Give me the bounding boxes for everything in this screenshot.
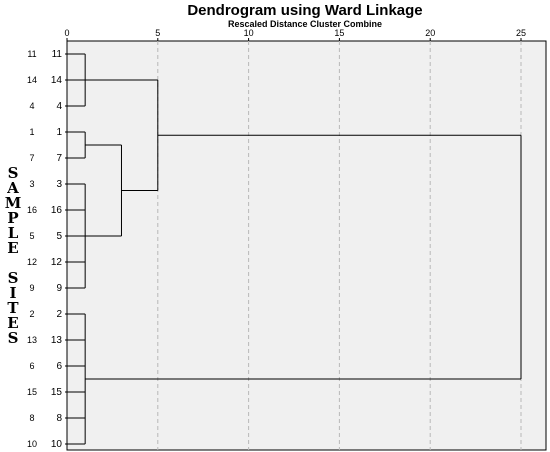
- x-tick-label: 25: [516, 28, 526, 38]
- y-axis-label-letter: M: [4, 194, 22, 212]
- x-tick-label: 15: [334, 28, 344, 38]
- x-tick-label: 20: [425, 28, 435, 38]
- leaf-label: 13: [51, 335, 63, 346]
- leaf-label: 8: [56, 413, 62, 424]
- leaf-label: 5: [56, 231, 62, 242]
- sample-site-label: 10: [27, 439, 37, 449]
- sample-site-label: 16: [27, 205, 37, 215]
- label-layer: 11 14 4 1 7 3 16 5 12 9 2 13 6 15 8 10 11 14 4 1 7 3 16 5 12 9 2 13…: [27, 49, 62, 450]
- y-axis-label-letter: S: [7, 329, 19, 347]
- leaf-label: 14: [51, 75, 63, 86]
- sample-site-label: 4: [29, 101, 34, 111]
- y-axis-label-letter: T: [7, 299, 19, 317]
- plot-area: [66, 40, 547, 451]
- leaf-label: 7: [56, 153, 62, 164]
- sample-site-label: 2: [29, 309, 34, 319]
- sample-site-label: 9: [29, 283, 34, 293]
- leaf-label: 15: [51, 387, 63, 398]
- leaf-label: 3: [56, 179, 62, 190]
- sample-site-label: 14: [27, 75, 37, 85]
- sample-site-label: 12: [27, 257, 37, 267]
- sample-site-label: 13: [27, 335, 37, 345]
- leaf-label: 10: [51, 439, 63, 450]
- link-layer: [65, 53, 522, 445]
- sample-site-label: 8: [29, 413, 34, 423]
- chart-title: Dendrogram using Ward Linkage: [187, 2, 423, 19]
- sample-site-label: 11: [27, 49, 36, 59]
- leaf-label: 9: [56, 283, 62, 294]
- tick-layer: 0 5 10 15 20 25: [64, 28, 526, 41]
- sample-site-label: 5: [29, 231, 34, 241]
- sample-site-label: 1: [29, 127, 34, 137]
- y-axis-label-letter: E: [7, 239, 19, 257]
- x-tick-label: 0: [64, 28, 69, 38]
- leaf-label: 11: [52, 49, 63, 60]
- leaf-label: 16: [51, 205, 63, 216]
- sample-site-label: 15: [27, 387, 37, 397]
- sample-site-label: 3: [29, 179, 34, 189]
- leaf-label: 4: [56, 101, 62, 112]
- y-axis-label-letter: P: [7, 209, 19, 227]
- y-axis-label-letter: A: [7, 179, 19, 197]
- leaf-label: 12: [51, 257, 63, 268]
- x-tick-label: 5: [155, 28, 160, 38]
- sample-site-label: 7: [29, 153, 34, 163]
- sample-site-label: 6: [29, 361, 34, 371]
- chart-subtitle: Rescaled Distance Cluster Combine: [227, 19, 383, 29]
- y-axis-label-letter: E: [7, 314, 19, 332]
- leaf-label: 2: [56, 309, 62, 320]
- y-axis-label-letter: L: [7, 224, 19, 242]
- x-tick-label: 10: [244, 28, 254, 38]
- y-axis-label-letter: S: [7, 164, 19, 182]
- y-axis-label-letter: I: [9, 284, 17, 302]
- leaf-label: 1: [56, 127, 62, 138]
- leaf-label: 6: [56, 361, 62, 372]
- y-axis-label-letter: S: [7, 269, 19, 287]
